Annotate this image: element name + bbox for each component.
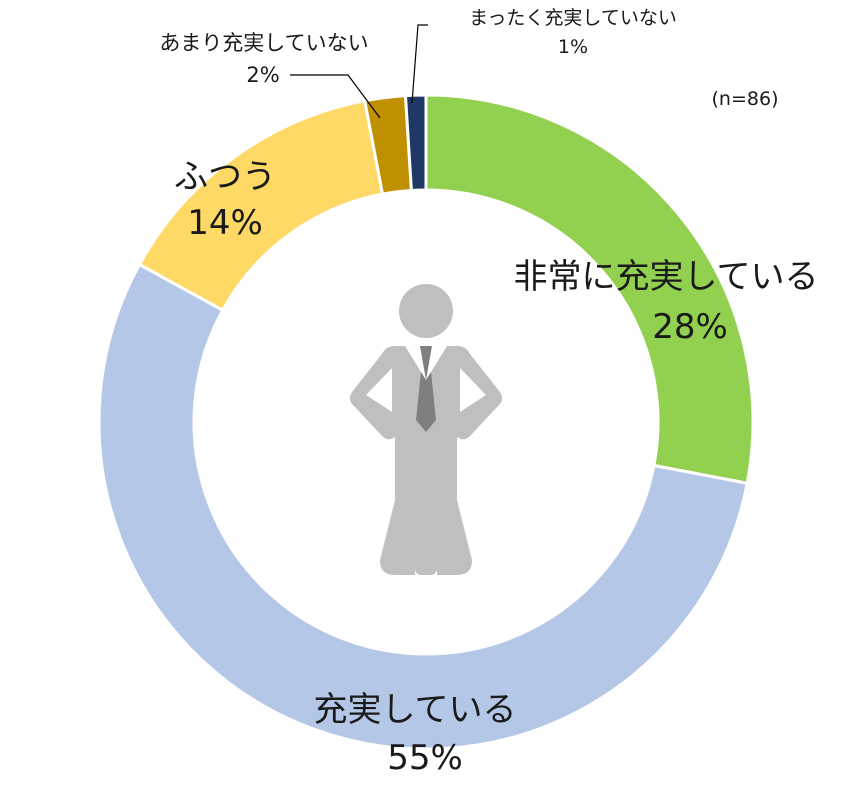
slice-label-value-2: 14% [187, 203, 263, 243]
slice-label-name-0: 非常に充実している [514, 257, 819, 297]
donut-slices [97, 93, 755, 751]
slice-label-value-4: 1% [558, 36, 588, 58]
donut-slice-0 [424, 93, 755, 486]
slice-label-value-0: 28% [652, 307, 728, 347]
slice-label-name-4: まったく充実していない [469, 7, 677, 29]
slice-label-value-3: 2% [246, 63, 279, 87]
n-label: (n=86) [712, 88, 779, 110]
slice-label-name-1: 充実している [314, 690, 517, 730]
slice-label-value-1: 55% [387, 738, 463, 778]
slice-label-name-3: あまり充実していない [159, 31, 368, 55]
businessman-icon [349, 284, 503, 575]
donut-slice-1 [97, 262, 749, 751]
slice-label-name-2: ふつう [174, 157, 276, 197]
leader-line-amari [290, 74, 381, 119]
leader-line-mattaku [411, 24, 428, 104]
